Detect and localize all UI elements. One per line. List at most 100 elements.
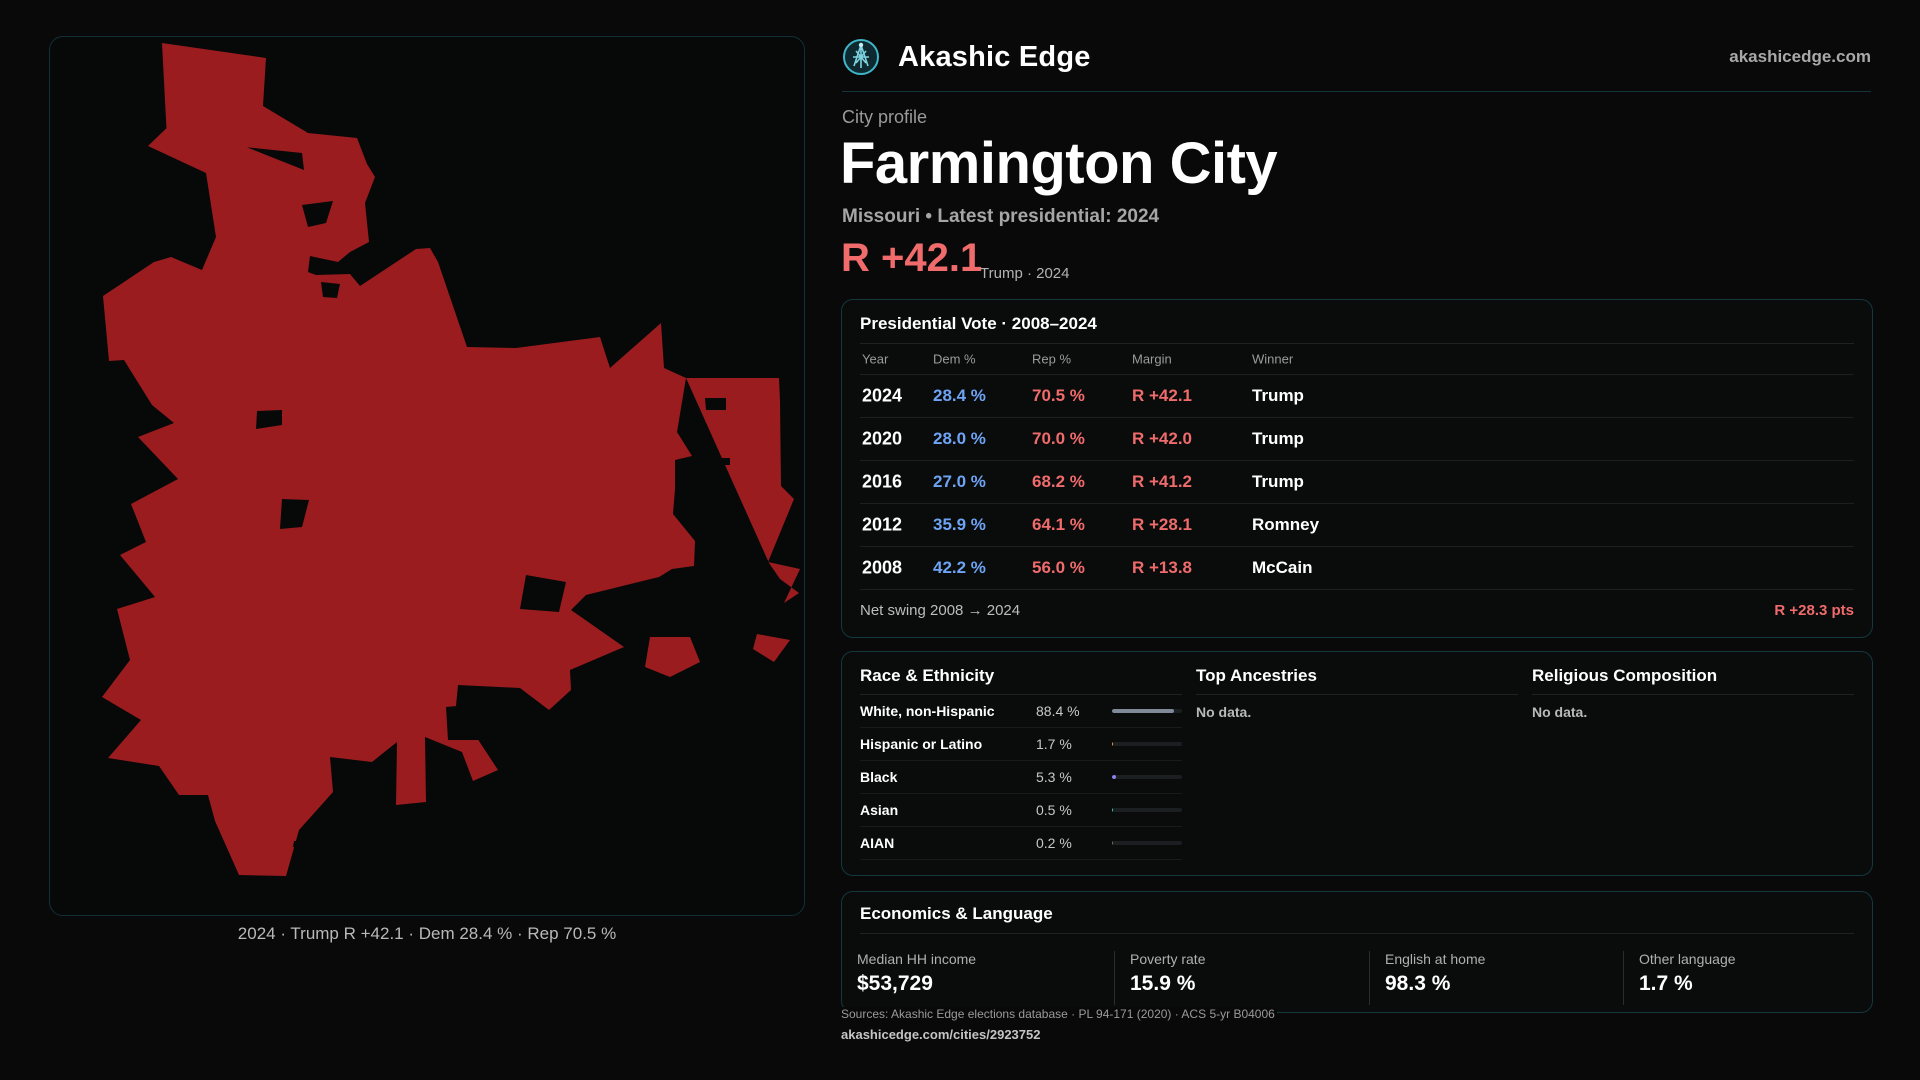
religious-composition-section: Religious Composition No data. <box>1532 666 1854 720</box>
net-swing-value: R +28.3 pts <box>1774 602 1854 619</box>
row-winner: Trump <box>1252 386 1304 405</box>
row-dem: 28.0 % <box>933 429 986 448</box>
ancestries-empty-state: No data. <box>1196 704 1252 720</box>
row-year: 2024 <box>862 385 903 406</box>
row-winner: Trump <box>1252 429 1304 448</box>
sources-note: Sources: Akashic Edge elections database… <box>841 1007 1277 1021</box>
city-boundary-map <box>50 43 800 876</box>
table-row: 2008 42.2 % 56.0 % R +13.8 McCain <box>860 547 1854 590</box>
row-winner: McCain <box>1252 558 1313 577</box>
latest-margin: R +42.1 <box>841 236 983 280</box>
economics-language-card: Economics & Language Median HH income $5… <box>841 891 1873 1013</box>
race-bar-fill <box>1112 775 1116 779</box>
akashic-edge-logo-icon <box>843 39 879 75</box>
race-bar <box>1112 742 1182 746</box>
stat-poverty-rate: Poverty rate 15.9 % <box>1114 951 1355 1005</box>
stat-median-income: Median HH income $53,729 <box>842 951 1082 1005</box>
list-item: Asian 0.5 % <box>860 794 1182 827</box>
stat-value: 1.7 % <box>1639 972 1693 995</box>
table-row: 2020 28.0 % 70.0 % R +42.0 Trump <box>860 418 1854 461</box>
row-margin: R +42.0 <box>1132 429 1193 448</box>
votes-card-title: Presidential Vote · 2008–2024 <box>860 314 1097 333</box>
latest-margin-note: Trump · 2024 <box>980 265 1070 282</box>
economics-divider <box>860 933 1854 934</box>
list-item: AIAN 0.2 % <box>860 827 1182 860</box>
vote-table: Year Dem % Rep % Margin Winner 2024 28.4… <box>860 344 1854 590</box>
stat-label: Poverty rate <box>1130 951 1206 967</box>
race-bar-fill <box>1112 808 1114 812</box>
row-year: 2008 <box>862 557 903 578</box>
stat-other-language: Other language 1.7 % <box>1623 951 1864 1005</box>
row-margin: R +42.1 <box>1132 386 1193 405</box>
brand-name: Akashic Edge <box>898 40 1091 73</box>
row-rep: 70.0 % <box>1032 429 1085 448</box>
row-dem: 42.2 % <box>933 558 986 577</box>
race-label: White, non-Hispanic <box>860 703 995 719</box>
table-header-row: Year Dem % Rep % Margin Winner <box>860 344 1854 375</box>
religion-title: Religious Composition <box>1532 666 1854 695</box>
economics-title: Economics & Language <box>860 904 1053 923</box>
table-row: 2012 35.9 % 64.1 % R +28.1 Romney <box>860 504 1854 547</box>
header-winner: Winner <box>1252 351 1294 367</box>
race-percent: 0.2 % <box>1036 835 1072 851</box>
row-winner: Trump <box>1252 472 1304 491</box>
site-link[interactable]: akashicedge.com <box>1729 47 1871 66</box>
stat-value: 98.3 % <box>1385 972 1451 995</box>
top-ancestries-section: Top Ancestries No data. <box>1196 666 1518 720</box>
race-label: AIAN <box>860 835 895 851</box>
row-year: 2012 <box>862 514 903 535</box>
row-winner: Romney <box>1252 515 1320 534</box>
race-percent: 5.3 % <box>1036 769 1072 785</box>
brand[interactable]: Akashic Edge <box>842 38 1091 76</box>
race-ethnicity-section: Race & Ethnicity White, non-Hispanic 88.… <box>860 666 1182 860</box>
race-percent: 0.5 % <box>1036 802 1072 818</box>
race-label: Hispanic or Latino <box>860 736 983 752</box>
stat-label: Median HH income <box>857 951 977 967</box>
row-rep: 56.0 % <box>1032 558 1085 577</box>
row-rep: 70.5 % <box>1032 386 1085 405</box>
row-year: 2020 <box>862 428 903 449</box>
map-caption: 2024 · Trump R +42.1 · Dem 28.4 % · Rep … <box>237 924 617 943</box>
race-bar-fill <box>1112 709 1174 713</box>
race-bar-fill <box>1112 742 1114 746</box>
city-boundary-shape <box>102 43 800 876</box>
row-dem: 28.4 % <box>933 386 986 405</box>
stat-value: $53,729 <box>857 972 933 995</box>
row-rep: 68.2 % <box>1032 472 1085 491</box>
race-bar-fill <box>1112 841 1114 845</box>
race-title: Race & Ethnicity <box>860 666 1182 695</box>
presidential-vote-card: Presidential Vote · 2008–2024 Year Dem %… <box>841 299 1873 638</box>
row-dem: 35.9 % <box>933 515 986 534</box>
profile-eyebrow: City profile <box>842 107 928 127</box>
race-percent: 1.7 % <box>1036 736 1072 752</box>
header-dem: Dem % <box>933 351 976 367</box>
race-label: Asian <box>860 802 899 818</box>
race-bar <box>1112 808 1182 812</box>
stat-label: English at home <box>1385 951 1486 967</box>
city-map-panel[interactable] <box>49 36 805 916</box>
race-percent: 88.4 % <box>1036 703 1080 719</box>
header-divider <box>842 91 1871 92</box>
row-margin: R +13.8 <box>1132 558 1193 577</box>
table-row: 2016 27.0 % 68.2 % R +41.2 Trump <box>860 461 1854 504</box>
demographics-card: Race & Ethnicity White, non-Hispanic 88.… <box>841 651 1873 876</box>
net-swing-label: Net swing 2008 → 2024 <box>860 602 1021 619</box>
row-dem: 27.0 % <box>933 472 986 491</box>
race-bar <box>1112 841 1182 845</box>
stat-english-at-home: English at home 98.3 % <box>1369 951 1610 1005</box>
page-title: Farmington City <box>840 131 1278 196</box>
header-year: Year <box>862 351 889 367</box>
row-margin: R +41.2 <box>1132 472 1193 491</box>
race-bar <box>1112 709 1182 713</box>
list-item: Black 5.3 % <box>860 761 1182 794</box>
list-item: Hispanic or Latino 1.7 % <box>860 728 1182 761</box>
stat-value: 15.9 % <box>1130 972 1196 995</box>
race-label: Black <box>860 769 898 785</box>
footer-url[interactable]: akashicedge.com/cities/2923752 <box>841 1027 1041 1042</box>
row-rep: 64.1 % <box>1032 515 1085 534</box>
votes-card-divider <box>860 343 1854 344</box>
list-item: White, non-Hispanic 88.4 % <box>860 695 1182 728</box>
row-margin: R +28.1 <box>1132 515 1193 534</box>
row-year: 2016 <box>862 471 903 492</box>
ancestries-title: Top Ancestries <box>1196 666 1518 695</box>
